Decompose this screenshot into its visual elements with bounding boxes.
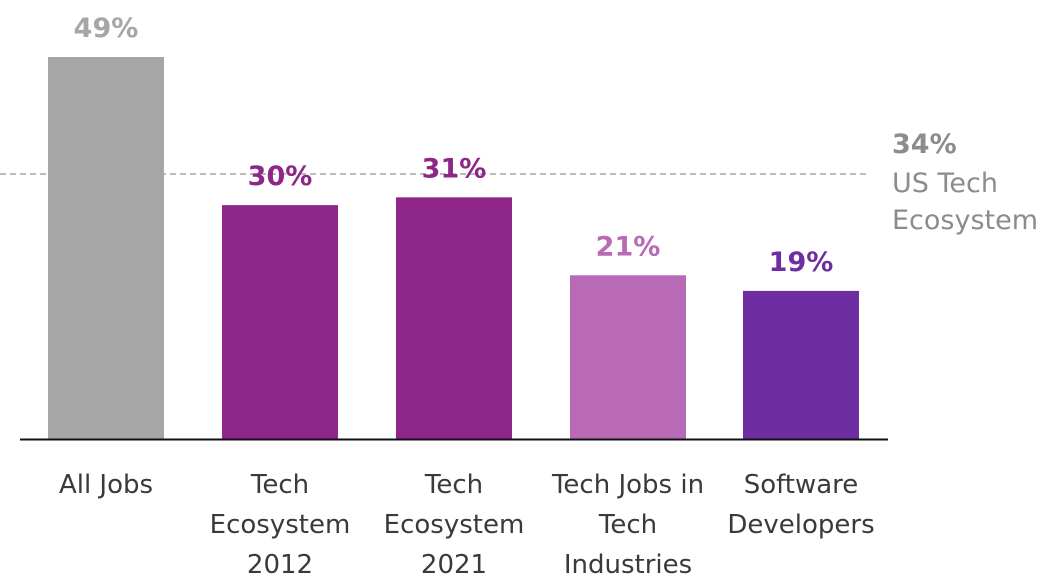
bar-value-label-3: 21% bbox=[596, 231, 661, 262]
reference-value-label: 34% bbox=[892, 129, 957, 160]
bar-2 bbox=[396, 197, 512, 439]
category-label-3-line-1: Tech bbox=[598, 510, 657, 540]
bar-0 bbox=[48, 57, 164, 439]
bar-4 bbox=[743, 290, 859, 439]
category-label-4-line-0: Software bbox=[744, 470, 859, 500]
reference-text-line-0: US Tech bbox=[892, 168, 998, 199]
bar-value-label-2: 31% bbox=[422, 153, 487, 184]
bar-1 bbox=[222, 205, 338, 439]
bar-value-label-0: 49% bbox=[74, 13, 139, 44]
category-label-2-line-0: Tech bbox=[424, 470, 483, 500]
reference-text-line-1: Ecosystem bbox=[892, 205, 1038, 236]
category-label-1-line-2: 2012 bbox=[247, 550, 313, 577]
category-label-2-line-2: 2021 bbox=[421, 550, 487, 577]
category-label-2-line-1: Ecosystem bbox=[384, 510, 525, 540]
category-label-3-line-2: Industries bbox=[564, 550, 692, 577]
category-label-1-line-1: Ecosystem bbox=[210, 510, 351, 540]
category-label-3-line-0: Tech Jobs in bbox=[551, 470, 704, 500]
bar-3 bbox=[570, 275, 686, 439]
bar-value-label-1: 30% bbox=[248, 161, 313, 192]
category-label-4-line-1: Developers bbox=[727, 510, 874, 540]
bar-value-label-4: 19% bbox=[769, 247, 834, 278]
category-label-0-line-0: All Jobs bbox=[59, 470, 153, 500]
category-label-1-line-0: Tech bbox=[250, 470, 309, 500]
